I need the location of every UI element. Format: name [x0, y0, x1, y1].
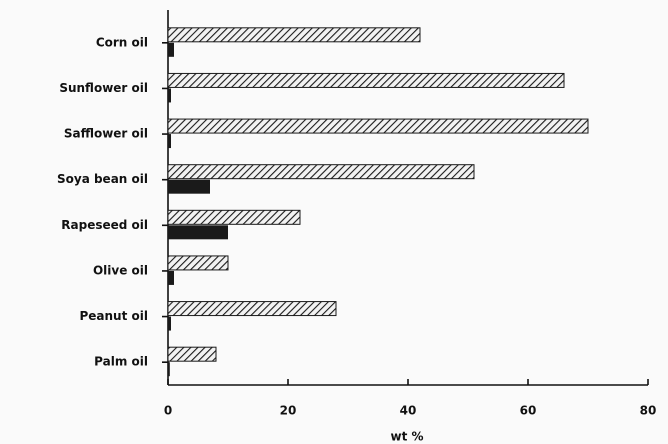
y-tick-label: Olive oil — [93, 263, 148, 277]
y-tick-label: Rapeseed oil — [61, 218, 148, 232]
bar — [167, 255, 229, 271]
bar — [167, 209, 301, 225]
x-tick-label: 80 — [640, 404, 657, 418]
bar — [167, 346, 217, 362]
bar — [167, 72, 565, 88]
bar — [167, 164, 475, 180]
y-tick-label: Sunflower oil — [59, 81, 148, 95]
x-axis-label: wt % — [390, 430, 423, 444]
bar — [168, 88, 171, 103]
y-tick-label: Corn oil — [96, 35, 148, 49]
x-tick-label: 40 — [400, 404, 417, 418]
bar — [168, 179, 210, 194]
x-tick-label: 0 — [164, 404, 172, 418]
bar — [167, 301, 337, 317]
bar — [168, 270, 174, 285]
x-tick-label: 20 — [280, 404, 297, 418]
bar — [168, 225, 228, 240]
bar — [168, 316, 171, 331]
bar — [168, 362, 170, 377]
y-tick-label: Safflower oil — [64, 127, 148, 141]
y-tick-label: Palm oil — [94, 355, 148, 369]
x-tick-label: 60 — [520, 404, 537, 418]
bar — [167, 27, 421, 43]
bar — [168, 42, 174, 57]
bar — [167, 118, 589, 134]
y-tick-label: Soya bean oil — [57, 172, 148, 186]
y-tick-label: Peanut oil — [79, 309, 148, 323]
bar — [168, 134, 171, 149]
